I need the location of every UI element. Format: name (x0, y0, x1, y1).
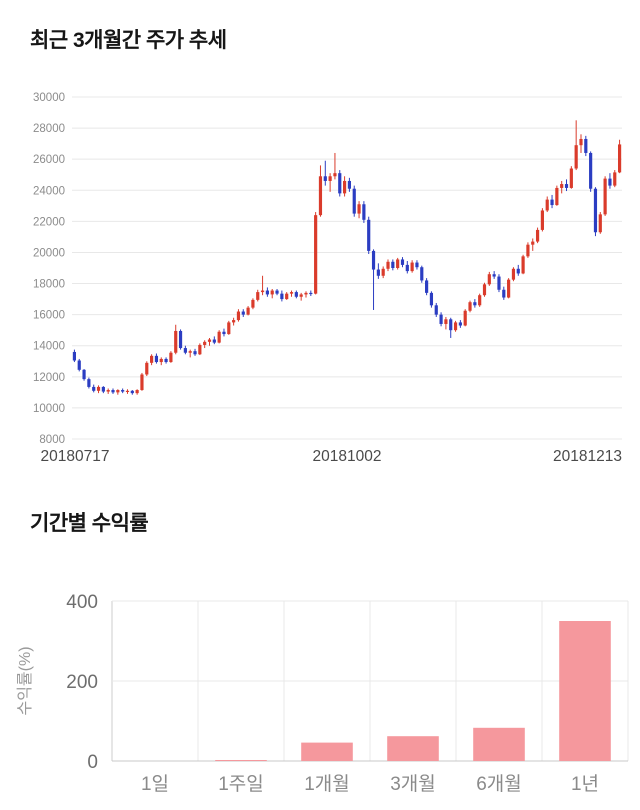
returns-section: 기간별 수익률 0 200 400 1일 1주일 1개월 3개월 6개월 1년 수익률(%) (0, 467, 640, 806)
svg-text:28000: 28000 (33, 123, 65, 135)
svg-text:수익률(%): 수익률(%) (16, 647, 34, 716)
svg-text:18000: 18000 (33, 279, 65, 291)
svg-text:8000: 8000 (39, 434, 65, 446)
svg-text:16000: 16000 (33, 310, 65, 322)
svg-text:30000: 30000 (33, 92, 65, 104)
returns-title: 기간별 수익률 (30, 512, 149, 536)
candlestick-chart: 8000 10000 12000 14000 16000 18000 20000 22000 2… (33, 92, 622, 465)
svg-text:1주일: 1주일 (218, 773, 264, 795)
svg-text:1년: 1년 (571, 773, 599, 795)
svg-text:10000: 10000 (33, 403, 65, 415)
svg-text:26000: 26000 (33, 154, 65, 166)
svg-text:24000: 24000 (33, 185, 65, 197)
svg-text:0: 0 (87, 752, 98, 773)
svg-text:14000: 14000 (33, 341, 65, 353)
price-trend-section: 최근 3개월간 주가 추세 8000 10000 12000 14000 16000 18… (30, 29, 622, 465)
returns-bar-chart: 0 200 400 1일 1주일 1개월 3개월 6개월 1년 수익률(%) (16, 592, 629, 795)
svg-text:20000: 20000 (33, 248, 65, 260)
svg-text:20181213: 20181213 (553, 448, 622, 465)
svg-text:3개월: 3개월 (390, 773, 436, 795)
svg-text:1일: 1일 (141, 773, 169, 795)
svg-text:20180717: 20180717 (41, 448, 110, 465)
svg-text:12000: 12000 (33, 372, 65, 384)
svg-text:6개월: 6개월 (476, 773, 522, 795)
svg-text:400: 400 (66, 592, 98, 613)
svg-text:22000: 22000 (33, 217, 65, 229)
svg-text:20181002: 20181002 (313, 448, 382, 465)
svg-text:200: 200 (66, 672, 98, 693)
price-trend-title: 최근 3개월간 주가 추세 (30, 29, 227, 52)
svg-text:1개월: 1개월 (304, 773, 350, 795)
